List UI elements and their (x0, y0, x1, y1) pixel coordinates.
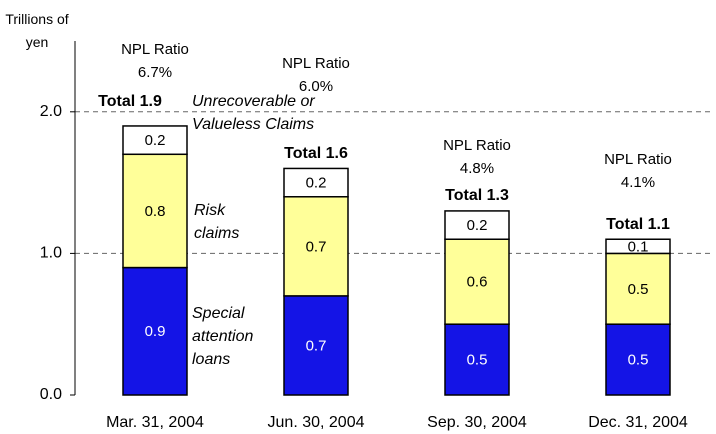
bar-segment (444, 210, 510, 240)
bar-segment (122, 153, 188, 269)
data-label: 0.7 (306, 238, 327, 255)
legend-label-box: Unrecoverable or Valueless Claims (192, 93, 315, 133)
y-axis-label: Trillions of yen (5, 11, 69, 50)
bar-segment (283, 196, 349, 297)
legend-label: Special attention loans (192, 305, 254, 368)
x-tick-label: Dec. 31, 2004 (588, 414, 688, 431)
total-label: Total 1.1 (606, 216, 670, 233)
npl-ratio-title: NPL Ratio (604, 151, 672, 168)
total-label: Total 1.3 (445, 187, 509, 204)
data-label: 0.9 (145, 323, 166, 340)
npl-ratio-title: NPL Ratio (121, 41, 189, 58)
bar-segment (605, 238, 671, 255)
bar-segment (122, 125, 188, 156)
npl-ratio-title: NPL Ratio (443, 137, 511, 154)
data-label: 0.7 (306, 337, 327, 354)
data-label: 0.5 (628, 352, 649, 369)
legend-label-box: Risk claims (194, 202, 240, 242)
npl-ratio-title: NPL Ratio (282, 55, 350, 72)
total-label: Total 1.9 (98, 93, 162, 110)
total-label: Total 1.6 (284, 145, 348, 162)
data-label: 0.2 (306, 175, 327, 192)
data-label: 0.2 (467, 217, 488, 234)
bar-segment (122, 266, 188, 396)
data-label: 0.1 (628, 238, 649, 255)
npl-ratio-value: 4.8% (460, 160, 494, 177)
npl-ratio-value: 6.0% (299, 78, 333, 95)
bar-segment (283, 167, 349, 198)
x-tick-label: Sep. 30, 2004 (427, 414, 527, 431)
x-tick-label: Mar. 31, 2004 (106, 414, 204, 431)
y-tick-label: 1.0 (40, 245, 62, 262)
legend-label: Risk claims (194, 202, 240, 242)
data-label: 0.2 (145, 132, 166, 149)
npl-ratio-value: 4.1% (621, 174, 655, 191)
bar-segment (444, 323, 510, 396)
data-label: 0.5 (467, 352, 488, 369)
y-tick-label: 2.0 (40, 103, 62, 120)
npl-ratio-value: 6.7% (138, 64, 172, 81)
bar-segment (605, 252, 671, 325)
legend-label: Unrecoverable or Valueless Claims (192, 93, 315, 133)
data-label: 0.6 (467, 274, 488, 291)
legend-label-box: Special attention loans (192, 305, 254, 368)
x-tick-label: Jun. 30, 2004 (268, 414, 365, 431)
bar-segment (605, 323, 671, 396)
y-tick-label: 0.0 (40, 386, 62, 403)
y-axis-label-box: Trillions of yen (5, 11, 69, 50)
data-label: 0.8 (145, 203, 166, 220)
data-label: 0.5 (628, 281, 649, 298)
